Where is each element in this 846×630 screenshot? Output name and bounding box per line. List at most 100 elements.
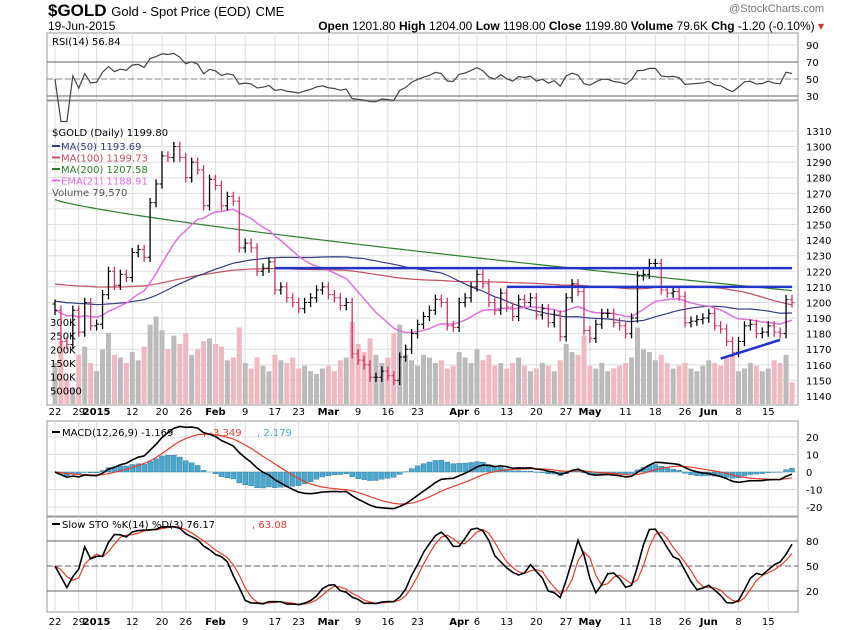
x-tick-label: 6 bbox=[474, 617, 480, 628]
x-tick-label: 9 bbox=[355, 617, 361, 628]
volume-bar bbox=[516, 357, 522, 404]
volume-bar bbox=[640, 349, 646, 404]
price-tick-label: 1200 bbox=[806, 298, 831, 309]
macd-histogram-bar bbox=[177, 456, 183, 473]
volume-tick-label: 50000 bbox=[50, 386, 82, 397]
macd-histogram-bar bbox=[147, 461, 153, 473]
volume-bar bbox=[670, 368, 676, 404]
volume-bar bbox=[308, 371, 314, 404]
macd-histogram-bar bbox=[747, 471, 754, 475]
macd-histogram-bar bbox=[319, 471, 326, 478]
volume-bar bbox=[539, 363, 545, 404]
macd-histogram-bar bbox=[331, 471, 338, 476]
macd-histogram-bar bbox=[682, 471, 688, 474]
volume-bar bbox=[629, 357, 635, 404]
volume-bar bbox=[165, 349, 171, 404]
macd-histogram-bar bbox=[165, 455, 171, 473]
volume-bar bbox=[450, 365, 456, 404]
volume-bar bbox=[658, 354, 664, 404]
macd-histogram-bar bbox=[218, 471, 225, 477]
volume-bar bbox=[207, 338, 213, 404]
volume-bar bbox=[337, 360, 343, 404]
macd-hist-legend: , 2.179 bbox=[257, 428, 292, 439]
x-tick-label: Mar bbox=[318, 407, 340, 418]
macd-histogram-bar bbox=[527, 470, 534, 473]
volume-bar bbox=[569, 352, 575, 404]
volume-bar bbox=[730, 354, 736, 404]
volume-bar bbox=[753, 365, 759, 404]
volume-bar bbox=[230, 357, 236, 404]
macd-histogram-bar bbox=[355, 471, 361, 479]
volume-bar bbox=[421, 354, 426, 404]
volume-bar bbox=[688, 368, 694, 404]
price-tick-label: 1220 bbox=[806, 267, 831, 278]
credit-text: @StockCharts.com bbox=[729, 3, 824, 15]
x-tick-label: 9 bbox=[242, 617, 248, 628]
volume-bar bbox=[510, 363, 516, 404]
volume-bar bbox=[272, 354, 278, 404]
macd-histogram-bar bbox=[153, 458, 159, 473]
price-tick-label: 1160 bbox=[806, 361, 831, 372]
macd-histogram-bar bbox=[480, 462, 486, 473]
rsi-legend: RSI(14) 56.84 bbox=[52, 37, 121, 48]
volume-bar bbox=[759, 371, 765, 404]
x-tick-label: 11 bbox=[619, 617, 632, 628]
volume-bar bbox=[100, 349, 106, 404]
x-tick-label: 20 bbox=[156, 407, 169, 418]
volume-bar bbox=[278, 360, 284, 404]
volume-bar bbox=[777, 363, 783, 404]
x-tick-label: 15 bbox=[762, 407, 775, 418]
macd-histogram-bar bbox=[117, 465, 124, 473]
x-tick-label: Apr bbox=[449, 617, 469, 628]
x-tick-label: 26 bbox=[679, 617, 692, 628]
macd-histogram-bar bbox=[664, 467, 670, 473]
volume-bar bbox=[391, 332, 397, 404]
x-tick-label: 17 bbox=[269, 617, 282, 628]
quote-bar: Open 1201.80 High 1204.00 Low 1198.00 Cl… bbox=[318, 19, 824, 33]
volume-bar bbox=[183, 332, 189, 404]
x-tick-label: 20 bbox=[530, 617, 543, 628]
x-tick-label: 26 bbox=[179, 407, 192, 418]
macd-histogram-bar bbox=[230, 471, 237, 480]
macd-histogram-bar bbox=[337, 471, 343, 475]
volume-bar bbox=[189, 354, 195, 404]
x-tick-label: 23 bbox=[411, 617, 424, 628]
volume-bar bbox=[456, 352, 462, 404]
x-tick-label: 27 bbox=[560, 617, 573, 628]
x-tick-label: 22 bbox=[49, 407, 62, 418]
macd-histogram-bar bbox=[414, 465, 421, 473]
macd-histogram-bar bbox=[224, 471, 231, 479]
x-tick-label: Jun bbox=[699, 407, 718, 418]
volume-bar bbox=[415, 365, 421, 404]
volume-bar bbox=[486, 354, 492, 404]
macd-histogram-bar bbox=[141, 464, 147, 473]
macd-histogram-bar bbox=[307, 471, 314, 482]
volume-tick-label: 100K bbox=[50, 373, 76, 384]
macd-histogram-bar bbox=[539, 471, 546, 473]
macd-histogram-bar bbox=[628, 471, 635, 474]
rsi-tick-label: 30 bbox=[806, 92, 819, 103]
volume-bar bbox=[718, 365, 724, 404]
volume-bar bbox=[385, 357, 391, 404]
volume-bar bbox=[623, 363, 629, 404]
volume-bar bbox=[266, 371, 272, 404]
volume-bar bbox=[498, 363, 504, 404]
ma200-line bbox=[54, 198, 793, 292]
macd-histogram-bar bbox=[385, 471, 391, 479]
volume-bar bbox=[605, 371, 611, 404]
price-tick-label: 1280 bbox=[806, 174, 831, 185]
rsi-line bbox=[54, 52, 793, 123]
volume-bar bbox=[141, 346, 147, 404]
volume-bar bbox=[700, 365, 706, 404]
volume-bar bbox=[426, 357, 432, 404]
price-tick-label: 1210 bbox=[806, 283, 831, 294]
triangle-down-icon: ▾ bbox=[817, 19, 824, 33]
price-tick-label: 1240 bbox=[806, 236, 831, 247]
volume-bar bbox=[254, 357, 260, 404]
macd-histogram-bar bbox=[266, 471, 272, 488]
volume-bar bbox=[474, 349, 480, 404]
macd-histogram-bar bbox=[212, 471, 219, 475]
volume-bar bbox=[712, 363, 718, 404]
macd-tick-label: 20 bbox=[806, 433, 819, 444]
macd-histogram-bar bbox=[753, 471, 760, 475]
